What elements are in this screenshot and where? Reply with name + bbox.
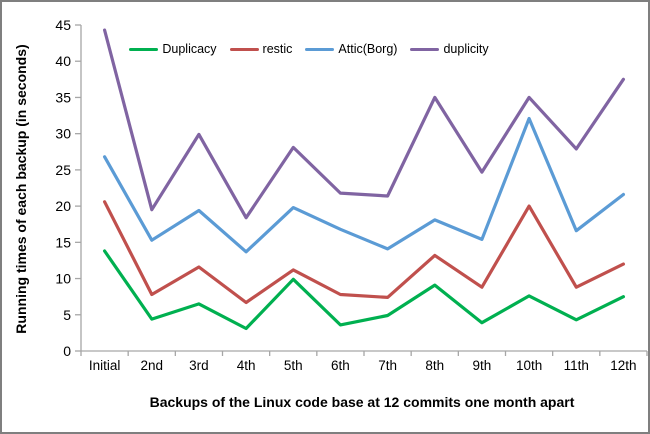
legend: Duplicacy restic Attic(Borg) duplicity — [2, 42, 632, 56]
legend-label: Duplicacy — [162, 42, 217, 56]
x-category-label: 8th — [425, 358, 444, 373]
x-category-label: 2nd — [140, 358, 163, 373]
legend-swatch-icon — [305, 47, 335, 51]
legend-swatch-icon — [129, 47, 159, 51]
legend-item-attic-borg-: Attic(Borg) — [305, 42, 397, 56]
y-tick-label: 40 — [55, 53, 71, 69]
legend-label: duplicity — [443, 42, 489, 56]
y-axis-title: Running times of each backup (in seconds… — [13, 44, 29, 334]
y-tick-label: 0 — [63, 343, 71, 359]
legend-swatch-icon — [410, 47, 440, 51]
x-category-label: 7th — [378, 358, 397, 373]
y-tick-label: 25 — [55, 162, 71, 178]
x-category-label: 4th — [237, 358, 256, 373]
x-axis-title: Backups of the Linux code base at 12 com… — [149, 394, 575, 410]
y-tick-label: 35 — [55, 89, 71, 105]
y-tick-label: 5 — [63, 307, 71, 323]
legend-label: Attic(Borg) — [338, 42, 398, 56]
x-category-label: 3rd — [189, 358, 209, 373]
y-tick-label: 45 — [55, 17, 71, 33]
legend-swatch-icon — [229, 47, 259, 51]
x-category-label: Initial — [89, 358, 121, 373]
x-category-label: 9th — [473, 358, 492, 373]
legend-item-restic: restic — [229, 42, 293, 56]
series-line-attic-borg- — [102, 116, 626, 254]
y-tick-label: 10 — [55, 271, 71, 287]
x-category-label: 6th — [331, 358, 350, 373]
series-line-duplicity — [102, 28, 626, 220]
legend-item-duplicacy: Duplicacy — [129, 42, 217, 56]
series-line-restic — [102, 200, 626, 305]
y-tick-label: 30 — [55, 126, 71, 142]
x-category-label: 11th — [564, 358, 589, 373]
x-category-label: 5th — [284, 358, 303, 373]
y-tick-label: 20 — [55, 198, 71, 214]
legend-item-duplicity: duplicity — [410, 42, 489, 56]
legend-label: restic — [262, 42, 293, 56]
x-category-label: 10th — [516, 358, 542, 373]
y-tick-label: 15 — [55, 234, 71, 250]
x-category-label: 12th — [610, 358, 636, 373]
series-line-duplicacy — [102, 249, 626, 331]
